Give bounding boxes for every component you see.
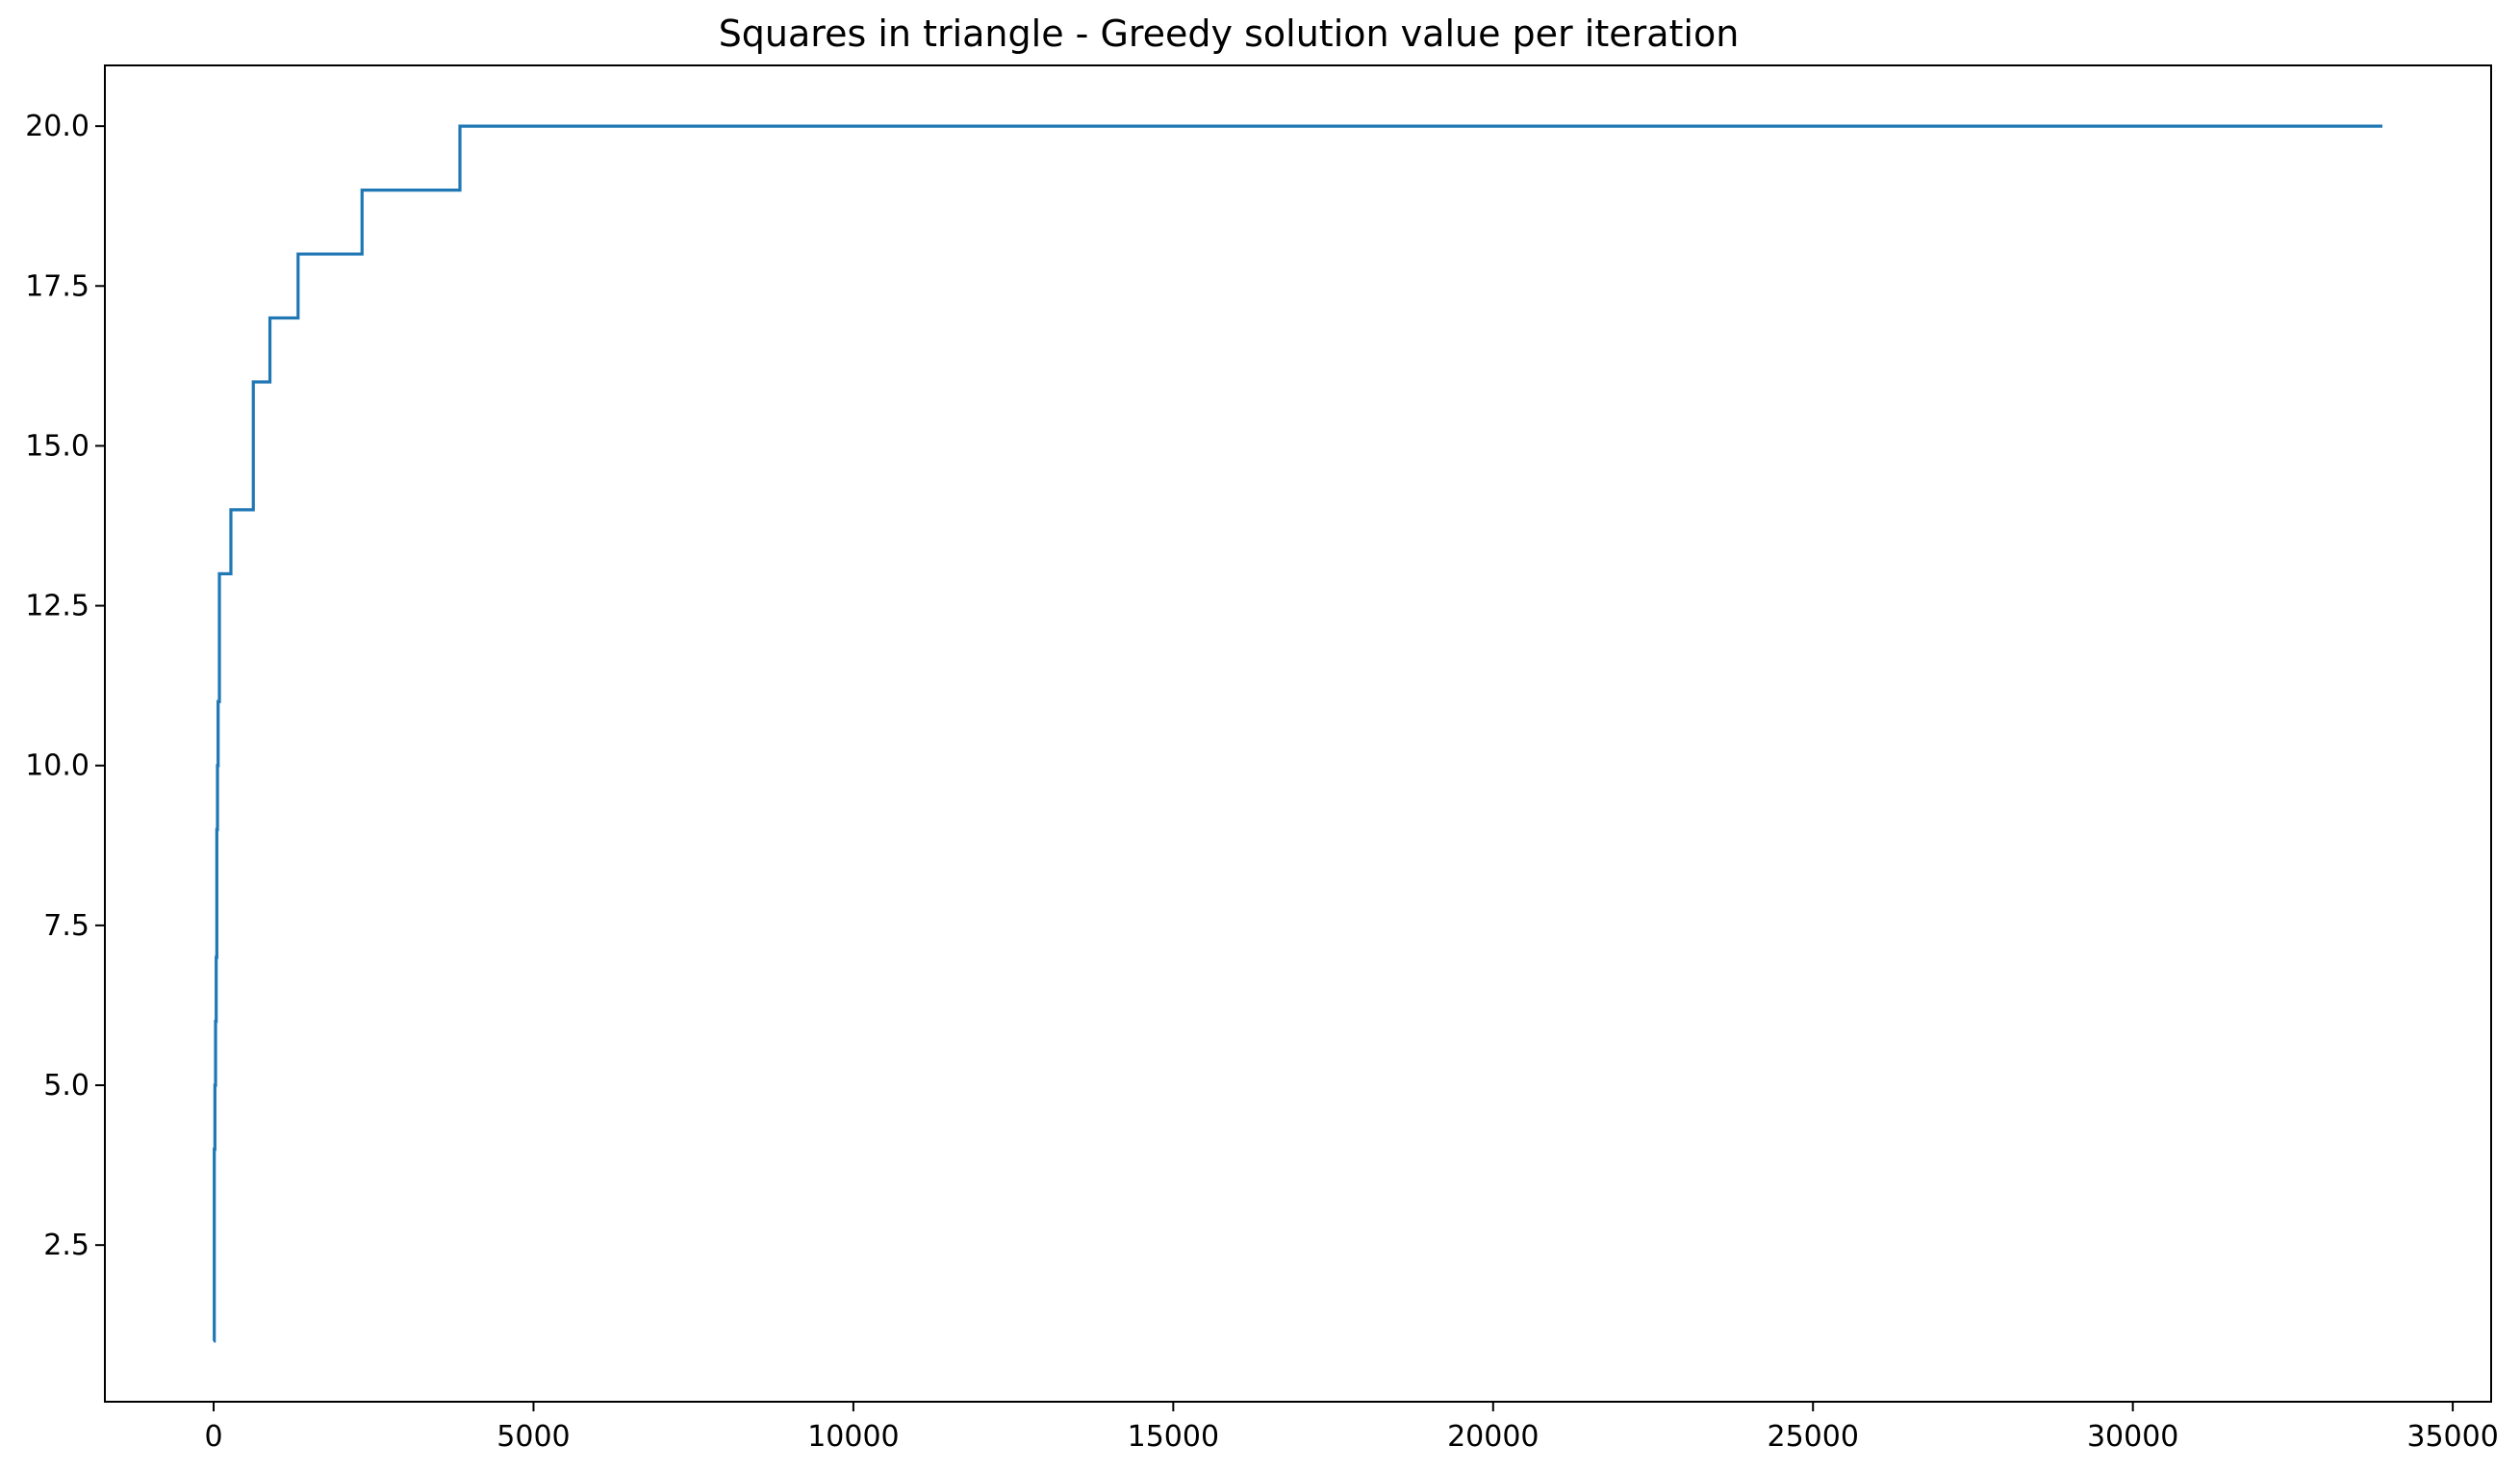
y-tick-label: 12.5 <box>25 590 89 623</box>
chart-title: Squares in triangle - Greedy solution va… <box>719 13 1740 55</box>
axes-frame <box>104 64 2492 1403</box>
x-tick-label: 30000 <box>2087 1420 2178 1454</box>
plot-area <box>104 64 2492 1403</box>
x-axis: 0 5000 10000 15000 20000 25000 30000 35000 <box>204 1402 2499 1454</box>
y-tick-label: 7.5 <box>43 909 89 943</box>
y-tick-label: 5.0 <box>43 1069 89 1103</box>
y-tick-label: 2.5 <box>43 1229 89 1262</box>
series-line <box>213 124 2382 1343</box>
y-tick-label: 10.0 <box>25 749 89 783</box>
x-tick-label: 10000 <box>807 1420 899 1454</box>
y-tick-label: 20.0 <box>25 110 89 143</box>
y-tick-label: 17.5 <box>25 269 89 303</box>
y-axis: 2.5 5.0 7.5 10.0 12.5 15.0 17.5 20.0 <box>25 110 105 1262</box>
x-tick-label: 15000 <box>1128 1420 1219 1454</box>
y-tick-label: 15.0 <box>25 429 89 463</box>
x-tick-label: 25000 <box>1768 1420 1859 1454</box>
x-tick-label: 35000 <box>2406 1420 2498 1454</box>
x-tick-label: 5000 <box>496 1420 570 1454</box>
x-tick-label: 20000 <box>1447 1420 1539 1454</box>
x-tick-label: 0 <box>204 1420 222 1454</box>
